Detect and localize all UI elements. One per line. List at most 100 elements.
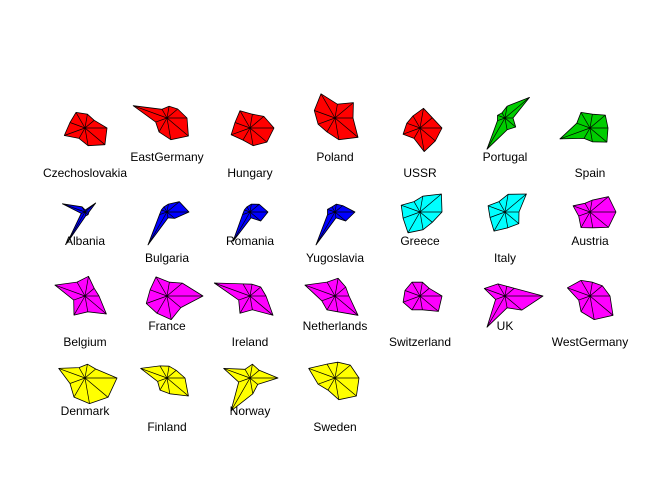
star-spoke-albania-8 [84, 211, 89, 215]
star-spoke-czechoslovakia-1 [84, 120, 95, 129]
star-spoke-albania-7 [84, 211, 87, 216]
star-spoke-france-2 [166, 282, 170, 297]
star-spoke-france-5 [146, 295, 168, 304]
star-spoke-ussr-8 [419, 127, 436, 142]
star-spoke-sweden-5 [317, 377, 336, 385]
star-spoke-romania-8 [249, 211, 261, 222]
star-spoke-hungary-2 [249, 114, 253, 129]
star-spoke-sweden-7 [334, 377, 340, 400]
star-spoke-ussr-5 [402, 127, 421, 135]
star-polygon-denmark [58, 363, 118, 405]
star-spoke-norway-7 [249, 377, 254, 394]
star-austria [572, 196, 617, 229]
star-spoke-ussr-6 [413, 127, 421, 139]
star-spoke-finland-1 [166, 370, 177, 379]
star-spoke-france-8 [166, 295, 182, 308]
star-spoke-belgium-1 [84, 288, 95, 297]
star-label-poland: Poland [316, 150, 353, 164]
star-spoke-yugoslavia-5 [327, 211, 336, 216]
star-spoke-austria-4 [572, 205, 591, 213]
star-bulgaria [147, 201, 190, 246]
star-spoke-bulgaria-6 [147, 211, 168, 246]
star-spoke-belgium-6 [73, 295, 86, 316]
star-spoke-westgermany-6 [580, 295, 591, 312]
star-polygon-romania [232, 203, 269, 242]
star-spoke-sweden-2 [334, 362, 339, 379]
star-label-spain: Spain [575, 166, 606, 180]
star-spoke-netherlands-5 [321, 295, 336, 302]
star-spoke-sweden-6 [327, 377, 336, 391]
star-spoke-romania-4 [244, 209, 251, 213]
star-spoke-france-4 [149, 289, 168, 297]
star-spoke-spain-6 [583, 127, 591, 139]
star-spoke-netherlands-8 [334, 295, 359, 316]
star-label-eastgermany: EastGermany [130, 150, 203, 164]
star-spoke-bulgaria-1 [166, 201, 180, 213]
star-label-bulgaria: Bulgaria [145, 251, 189, 265]
star-spoke-sweden-3 [326, 363, 336, 379]
star-spoke-france-6 [156, 295, 168, 314]
star-spoke-hungary-6 [242, 127, 251, 141]
star-romania [232, 203, 269, 242]
star-spoke-uk-5 [495, 295, 506, 300]
star-spoke-uk-7 [504, 295, 508, 308]
star-spoke-greece-3 [413, 201, 421, 213]
star-poland [313, 93, 359, 141]
star-spoke-uk-3 [497, 283, 506, 297]
star-spoke-romania-3 [246, 206, 251, 213]
star-spoke-italy-3 [498, 201, 506, 213]
star-spoke-netherlands-7 [334, 295, 339, 312]
star-spoke-italy-1 [504, 193, 527, 213]
star-spoke-portugal-4 [497, 114, 506, 119]
star-spoke-norway-5 [238, 377, 251, 383]
star-polygon-albania [62, 202, 97, 244]
star-label-portugal: Portugal [483, 150, 528, 164]
star-spoke-romania-2 [249, 204, 252, 213]
star-spoke-poland-4 [314, 110, 336, 119]
star-label-france: France [148, 319, 186, 333]
star-spoke-austria-2 [589, 200, 593, 213]
star-spoke-denmark-3 [78, 367, 86, 379]
star-spoke-czechoslovakia-5 [64, 127, 86, 136]
star-spoke-sweden-4 [308, 368, 336, 379]
star-spoke-portugal-8 [504, 117, 516, 128]
star-spoke-switzerland-1 [419, 288, 430, 297]
star-portugal [486, 97, 530, 150]
star-polygon-ireland [213, 282, 274, 316]
star-spoke-ireland-6 [239, 295, 251, 314]
star-spoke-ireland-8 [249, 295, 274, 316]
star-spoke-denmark-7 [84, 377, 90, 404]
star-spoke-spain-3 [580, 112, 591, 129]
star-spoke-norway-2 [249, 364, 253, 379]
star-polygon-bulgaria [147, 201, 190, 246]
star-spoke-switzerland-3 [411, 281, 421, 297]
star-spoke-yugoslavia-7 [334, 211, 337, 218]
star-spoke-ireland-3 [242, 283, 251, 297]
star-spoke-switzerland-7 [419, 295, 423, 310]
star-spoke-italy-6 [493, 211, 506, 232]
star-polygon-eastgermany [132, 105, 189, 141]
star-spoke-czechoslovakia-6 [78, 127, 86, 139]
star-denmark [58, 363, 118, 405]
star-spoke-eastgermany-4 [133, 105, 168, 119]
star-label-ussr: USSR [403, 166, 437, 180]
star-spoke-eastgermany-1 [166, 108, 178, 119]
star-hungary [230, 110, 275, 147]
star-spoke-ireland-1 [249, 286, 261, 297]
star-spoke-albania-3 [81, 206, 86, 213]
star-spoke-denmark-2 [84, 364, 88, 379]
star-spoke-ussr-2 [419, 108, 424, 129]
star-spoke-portugal-2 [504, 106, 508, 119]
star-spoke-france-1 [166, 282, 183, 297]
star-spoke-yugoslavia-8 [334, 211, 346, 222]
star-label-netherlands: Netherlands [303, 319, 368, 333]
star-spoke-ireland-5 [238, 295, 251, 301]
star-spoke-spain-7 [589, 127, 593, 142]
star-spoke-ireland-4 [214, 282, 251, 297]
star-spoke-poland-6 [326, 117, 336, 133]
star-spoke-ireland-7 [249, 295, 253, 310]
star-spoke-czechoslovakia-3 [75, 112, 86, 129]
star-spoke-portugal-3 [501, 112, 506, 119]
star-spoke-hungary-8 [249, 127, 268, 143]
star-spoke-bulgaria-5 [159, 211, 168, 216]
